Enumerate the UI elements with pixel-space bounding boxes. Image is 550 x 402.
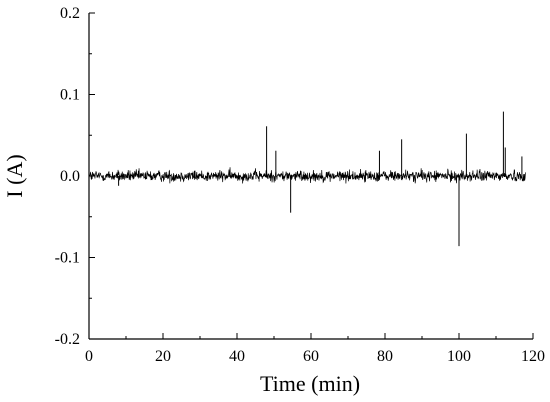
y-tick-label: 0.1: [60, 87, 80, 104]
x-tick-label: 120: [521, 348, 545, 365]
current-noise-trace: [88, 167, 526, 184]
y-tick-label: -0.1: [55, 250, 80, 267]
x-tick-label: 40: [229, 348, 245, 365]
y-tick-label: 0.0: [60, 168, 80, 185]
x-tick-label: 100: [447, 348, 471, 365]
y-tick-label: -0.2: [55, 331, 80, 348]
x-tick-label: 80: [377, 348, 393, 365]
y-axis-title: I (A): [2, 154, 27, 197]
x-tick-label: 60: [303, 348, 319, 365]
x-tick-label: 0: [85, 348, 93, 365]
chart-data-layer: [88, 111, 526, 247]
x-tick-label: 20: [155, 348, 171, 365]
y-tick-label: 0.2: [60, 5, 80, 22]
x-axis-title: Time (min): [260, 371, 360, 396]
chart-axes-layer: 0 20 40 60 80 100 120 0.2 0.1 0.0 -0.1 -0.2: [55, 5, 545, 365]
